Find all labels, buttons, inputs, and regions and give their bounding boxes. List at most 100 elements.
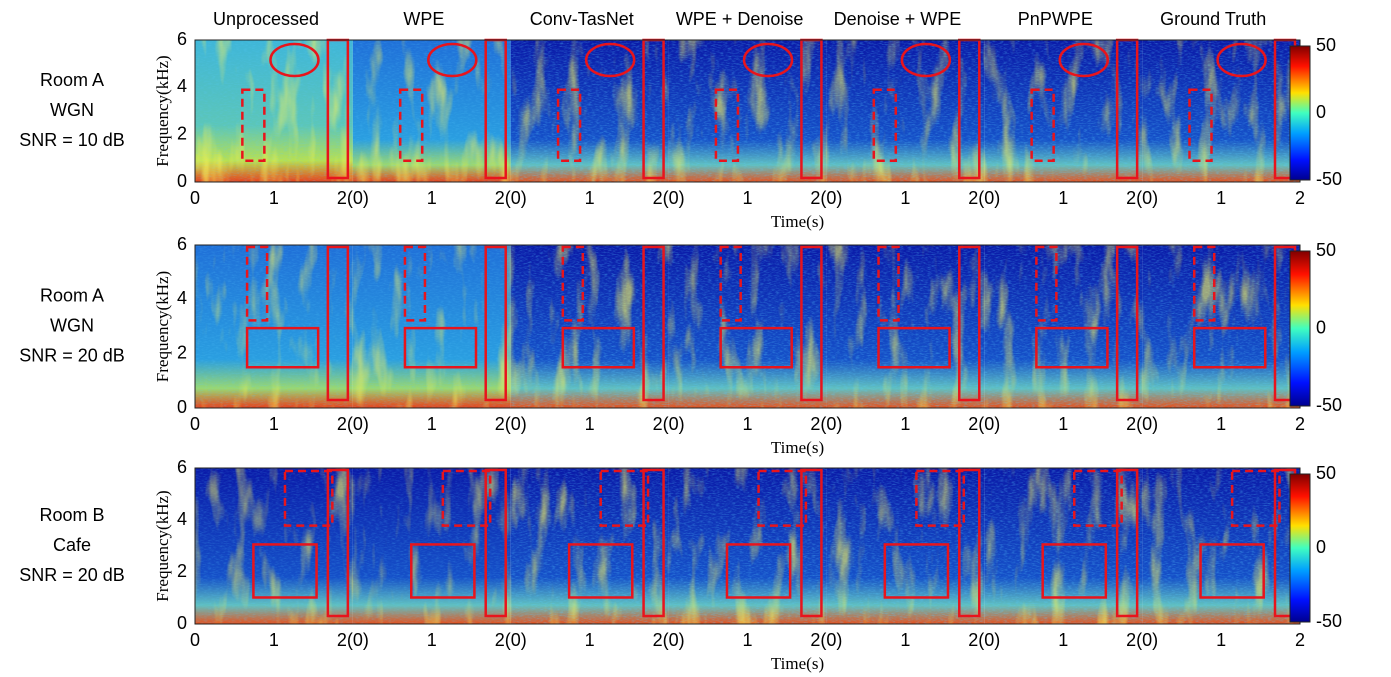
annotation-box: [1041, 543, 1108, 599]
annotation-dashed: [398, 88, 424, 162]
x-tick-label: 1: [585, 414, 595, 434]
annotation-box: [484, 245, 507, 402]
annotation-box: [883, 543, 950, 599]
annotation-ellipse: [900, 42, 952, 78]
x-tick-label: 2(0): [968, 414, 1000, 434]
colorbar-tick-label: -50: [1316, 611, 1342, 631]
x-tick-label: 1: [1058, 414, 1068, 434]
column-title: WPE: [403, 9, 444, 29]
y-tick-label: 6: [177, 234, 187, 254]
spectrogram-speech: [1142, 468, 1300, 624]
column-title: Conv-TasNet: [530, 9, 634, 29]
x-tick-label: 1: [900, 630, 910, 650]
spectrogram-speech: [352, 245, 511, 408]
spectrogram-speech: [668, 468, 827, 624]
row-label: SNR = 20 dB: [19, 565, 125, 585]
x-tick-label: 2(0): [653, 630, 685, 650]
annotation-box: [245, 326, 320, 369]
x-tick-label: 1: [900, 414, 910, 434]
x-tick-label: 2(0): [1126, 188, 1158, 208]
x-tick-label: 2(0): [495, 414, 527, 434]
x-axis-label: Time(s): [771, 654, 824, 673]
x-tick-label: 2(0): [653, 414, 685, 434]
annotation-dashed: [556, 88, 582, 162]
annotation-ellipse: [1216, 42, 1267, 78]
x-tick-label: 1: [1216, 414, 1226, 434]
x-tick-label: 1: [269, 188, 279, 208]
x-tick-label: 2(0): [495, 188, 527, 208]
colorbar-tick-label: 0: [1316, 537, 1326, 557]
colorbar: [1289, 473, 1311, 623]
annotation-dashed: [561, 245, 585, 322]
y-tick-label: 0: [177, 397, 187, 417]
y-axis-label: Frequency(kHz): [153, 55, 172, 166]
x-axis-label: Time(s): [771, 438, 824, 457]
x-tick-label: 2(0): [1126, 414, 1158, 434]
annotation-box: [642, 245, 665, 402]
annotation-box: [561, 326, 636, 369]
x-tick-label: 1: [269, 630, 279, 650]
y-tick-label: 2: [177, 123, 187, 143]
y-tick-label: 6: [177, 29, 187, 49]
colorbar: [1289, 250, 1311, 407]
spectrogram-speech: [510, 245, 669, 408]
spectrogram-speech: [352, 468, 511, 624]
annotation-ellipse: [1058, 42, 1109, 78]
annotation-box: [1199, 543, 1265, 599]
annotation-dashed: [1073, 469, 1123, 527]
row-label: WGN: [50, 100, 94, 120]
annotation-box: [484, 468, 507, 618]
spectrogram-speech: [195, 40, 353, 182]
y-tick-label: 4: [177, 509, 187, 529]
column-title: PnPWPE: [1018, 9, 1093, 29]
annotation-ellipse: [584, 42, 636, 78]
annotation-box: [252, 543, 318, 599]
annotation-dashed: [1035, 245, 1058, 322]
annotation-box: [719, 326, 793, 369]
annotation-dashed: [872, 88, 898, 162]
y-axis-label: Frequency(kHz): [153, 490, 172, 601]
column-title: Ground Truth: [1160, 9, 1266, 29]
annotation-dashed: [1030, 88, 1055, 162]
x-tick-label: 2: [1295, 414, 1305, 434]
annotation-box: [567, 543, 634, 599]
colorbar-tick-label: 50: [1316, 463, 1336, 483]
annotation-dashed: [241, 88, 266, 162]
x-tick-label: 2(0): [337, 630, 369, 650]
x-tick-label: 1: [427, 414, 437, 434]
row-label: Room B: [39, 505, 104, 525]
spectrogram-speech: [510, 40, 669, 182]
annotation-box: [1115, 468, 1139, 618]
y-tick-label: 4: [177, 76, 187, 96]
x-tick-label: 0: [190, 630, 200, 650]
x-tick-label: 2: [1295, 630, 1305, 650]
annotation-dashed: [915, 469, 966, 527]
row-label: WGN: [50, 315, 94, 335]
x-tick-label: 0: [190, 414, 200, 434]
spectrogram-speech: [984, 245, 1143, 408]
annotation-dashed: [757, 469, 808, 527]
annotation-dashed: [245, 245, 269, 322]
annotation-dashed: [719, 245, 742, 322]
spectrogram-speech: [352, 40, 511, 182]
colorbar-tick-label: 0: [1316, 102, 1326, 122]
x-tick-label: 1: [427, 630, 437, 650]
annotation-dashed: [283, 469, 334, 527]
annotation-ellipse: [269, 42, 320, 78]
colorbar-tick-label: 0: [1316, 317, 1326, 337]
spectrogram-speech: [984, 468, 1143, 624]
annotation-dashed: [1188, 88, 1213, 162]
spectrogram-speech: [510, 468, 669, 624]
column-title: WPE + Denoise: [676, 9, 804, 29]
x-tick-label: 2(0): [968, 630, 1000, 650]
x-tick-label: 1: [585, 630, 595, 650]
y-tick-label: 4: [177, 288, 187, 308]
x-tick-label: 2(0): [337, 188, 369, 208]
x-tick-label: 2(0): [1126, 630, 1158, 650]
annotation-box: [958, 468, 981, 618]
annotation-box: [958, 245, 981, 402]
spectrogram-speech: [984, 40, 1143, 182]
x-tick-label: 1: [1216, 630, 1226, 650]
annotation-ellipse: [742, 42, 794, 78]
